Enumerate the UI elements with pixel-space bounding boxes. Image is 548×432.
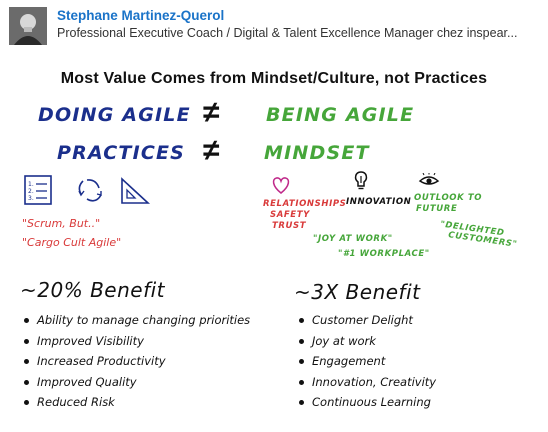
heart-icon (270, 174, 292, 201)
not-equal-icon: ≠ (203, 96, 220, 129)
list-item: Ability to manage changing priorities (22, 310, 250, 331)
list-item: Innovation, Creativity (297, 372, 436, 393)
doing-agile-label: DOING AGILE (38, 104, 191, 126)
eye-icon (418, 172, 440, 194)
list-item: Engagement (297, 351, 436, 372)
right-benefit-list: Customer Delight Joy at work Engagement … (297, 310, 436, 413)
svg-text:3.: 3. (28, 195, 34, 202)
being-agile-label: BEING AGILE (266, 104, 415, 126)
post-image[interactable]: Most Value Comes from Mindset/Culture, n… (0, 56, 548, 432)
checklist-icon: 1. 2. 3. (22, 173, 56, 212)
joy-at-work-label: "JOY AT WORK" (313, 234, 393, 244)
scrum-but-quote: "Scrum, But.." (22, 217, 101, 230)
triangle-ruler-icon (118, 175, 152, 212)
innovation-label: INNOVATION (346, 197, 412, 207)
list-item: Reduced Risk (22, 392, 250, 413)
svg-text:1.: 1. (28, 181, 34, 188)
list-item: Improved Visibility (22, 331, 250, 352)
lightbulb-icon (350, 169, 372, 198)
list-item: Customer Delight (297, 310, 436, 331)
future-label: FUTURE (416, 204, 458, 214)
svg-text:2.: 2. (28, 188, 34, 195)
list-item: Improved Quality (22, 372, 250, 393)
avatar[interactable] (9, 7, 47, 45)
post-header: Stephane Martinez-Querol Professional Ex… (0, 0, 548, 52)
slide-title: Most Value Comes from Mindset/Culture, n… (60, 70, 488, 87)
workplace-label: "#1 WORKPLACE" (338, 249, 430, 259)
list-item: Continuous Learning (297, 392, 436, 413)
mindset-label: MINDSET (264, 142, 370, 164)
left-benefit-heading: ~20% Benefit (20, 278, 166, 302)
relationships-label: RELATIONSHIPS (263, 199, 347, 209)
left-benefit-list: Ability to manage changing priorities Im… (22, 310, 250, 413)
author-name[interactable]: Stephane Martinez-Querol (57, 8, 225, 23)
list-item: Joy at work (297, 331, 436, 352)
cycle-icon (74, 175, 106, 212)
author-headline: Professional Executive Coach / Digital &… (57, 26, 518, 40)
cargo-cult-quote: "Cargo Cult Agile" (22, 236, 122, 249)
right-benefit-heading: ~3X Benefit (294, 280, 421, 304)
list-item: Increased Productivity (22, 351, 250, 372)
safety-label: SAFETY (270, 210, 310, 220)
outlook-label: OUTLOOK TO (414, 193, 483, 203)
not-equal-icon: ≠ (203, 134, 220, 167)
trust-label: TRUST (272, 221, 307, 231)
practices-label: PRACTICES (57, 142, 186, 164)
